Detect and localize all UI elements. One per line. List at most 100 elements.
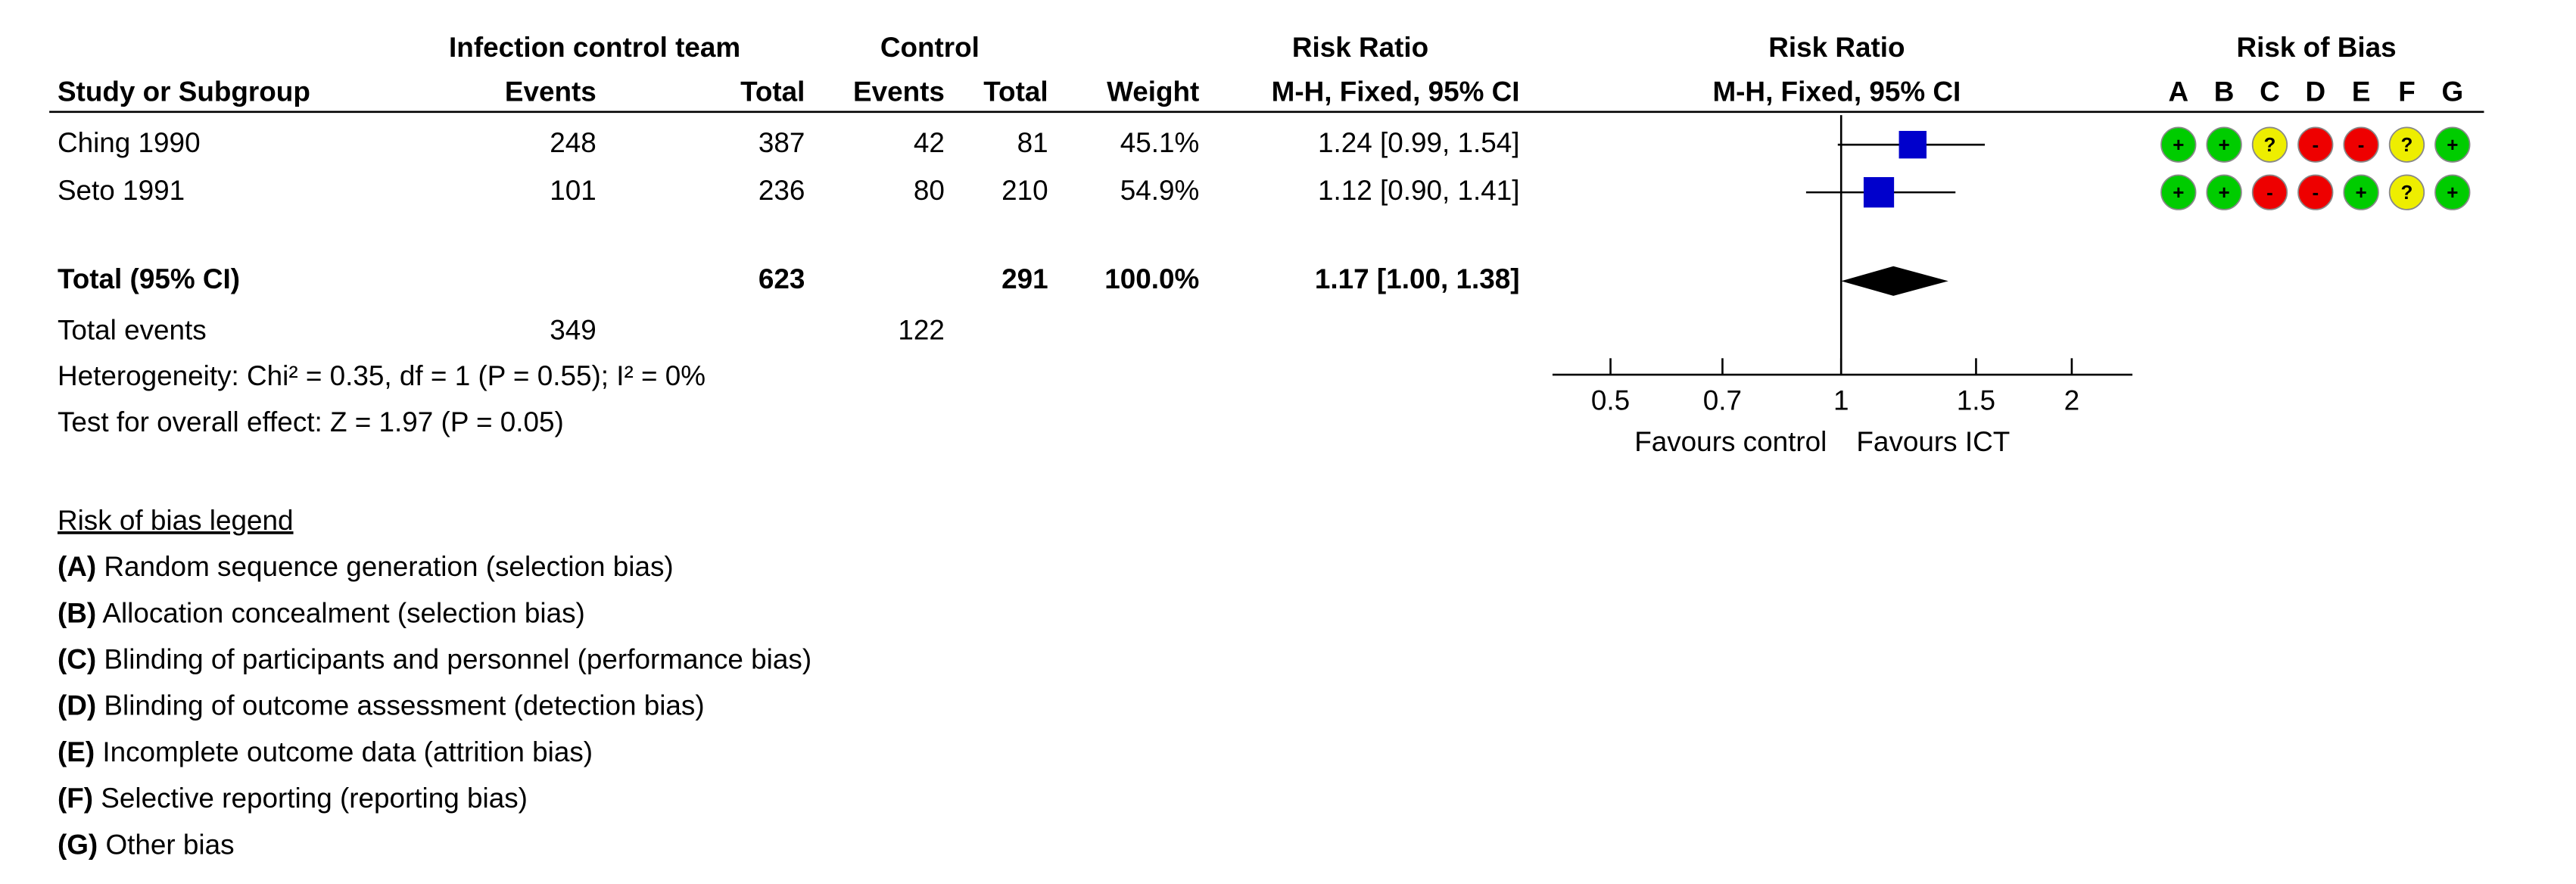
bias-symbol: + bbox=[2447, 133, 2458, 156]
bias-circle bbox=[2434, 126, 2471, 163]
bias-circle bbox=[2434, 174, 2471, 210]
bias-symbol: - bbox=[2266, 181, 2273, 204]
bias-circle bbox=[2160, 126, 2197, 163]
bias-symbol: ? bbox=[2401, 181, 2413, 204]
column-header: M-H, Fixed, 95% CI bbox=[1712, 76, 1961, 107]
legend-key: (A) bbox=[58, 551, 96, 582]
bias-symbol: - bbox=[2312, 133, 2319, 156]
total-2: 291 bbox=[1001, 263, 1048, 294]
column-header: Events bbox=[505, 76, 596, 107]
x-tick-label: 0.5 bbox=[1591, 385, 1630, 416]
bias-domain: E bbox=[2352, 76, 2371, 107]
events-1: 248 bbox=[550, 127, 596, 158]
bias-symbol: + bbox=[2447, 181, 2458, 204]
bias-symbol: + bbox=[2219, 133, 2230, 156]
group-header: Control bbox=[880, 32, 980, 63]
bias-circle bbox=[2206, 126, 2242, 163]
total-diamond bbox=[1841, 266, 1948, 296]
events-1: 101 bbox=[550, 175, 596, 206]
column-header: Study or Subgroup bbox=[58, 76, 310, 107]
bias-circle bbox=[2251, 126, 2288, 163]
x-label-right: Favours ICT bbox=[1856, 426, 2010, 457]
legend-text: Allocation concealment (selection bias) bbox=[96, 597, 585, 628]
total-weight: 100.0% bbox=[1104, 263, 1199, 294]
bias-symbol: ? bbox=[2401, 133, 2413, 156]
effect-header: Risk Ratio bbox=[1292, 32, 1428, 63]
overall-effect: Test for overall effect: Z = 1.97 (P = 0… bbox=[58, 406, 564, 437]
bias-symbol: ? bbox=[2264, 133, 2276, 156]
bias-domain: C bbox=[2260, 76, 2280, 107]
legend-key: (D) bbox=[58, 689, 96, 721]
bias-circle bbox=[2388, 126, 2425, 163]
legend-item: (C) Blinding of participants and personn… bbox=[58, 643, 811, 674]
effect-label: 1.12 [0.90, 1.41] bbox=[1318, 175, 1520, 206]
column-header: Total bbox=[740, 76, 805, 107]
group-header: Infection control team bbox=[449, 32, 740, 63]
bias-circle bbox=[2388, 174, 2425, 210]
weight: 45.1% bbox=[1120, 127, 1200, 158]
bias-domain: B bbox=[2214, 76, 2235, 107]
total-events-1: 349 bbox=[550, 314, 596, 345]
bias-symbol: + bbox=[2219, 181, 2230, 204]
total-2: 210 bbox=[1001, 175, 1048, 206]
total-name: Total (95% CI) bbox=[58, 263, 240, 294]
total-1: 387 bbox=[758, 127, 805, 158]
x-tick-label: 0.7 bbox=[1703, 385, 1742, 416]
total-2: 81 bbox=[1017, 127, 1048, 158]
events-2: 42 bbox=[914, 127, 945, 158]
legend-text: Blinding of outcome assessment (detectio… bbox=[96, 689, 704, 721]
bias-circle bbox=[2206, 174, 2242, 210]
legend-text: Selective reporting (reporting bias) bbox=[93, 783, 528, 814]
effect-square bbox=[1899, 130, 1927, 159]
column-header: Total bbox=[983, 76, 1048, 107]
legend-item: (B) Allocation concealment (selection bi… bbox=[58, 597, 585, 628]
legend-item: (D) Blinding of outcome assessment (dete… bbox=[58, 689, 705, 721]
legend-key: (C) bbox=[58, 643, 96, 674]
bias-symbol: - bbox=[2312, 181, 2319, 204]
legend-item: (E) Incomplete outcome data (attrition b… bbox=[58, 736, 593, 767]
bias-domain: G bbox=[2441, 76, 2463, 107]
bias-symbol: - bbox=[2358, 133, 2365, 156]
legend-key: (E) bbox=[58, 736, 95, 767]
legend-item: (A) Random sequence generation (selectio… bbox=[58, 551, 674, 582]
x-tick-label: 1 bbox=[1833, 385, 1849, 416]
legend-title: Risk of bias legend bbox=[58, 505, 294, 536]
legend-key: (B) bbox=[58, 597, 96, 628]
x-tick-label: 1.5 bbox=[1957, 385, 1995, 416]
legend-text: Other bias bbox=[98, 829, 234, 860]
total-1: 236 bbox=[758, 175, 805, 206]
bias-symbol: + bbox=[2173, 133, 2184, 156]
total-events-label: Total events bbox=[58, 314, 207, 345]
column-header: M-H, Fixed, 95% CI bbox=[1272, 76, 1520, 107]
legend-text: Incomplete outcome data (attrition bias) bbox=[95, 736, 593, 767]
bias-circle bbox=[2297, 174, 2334, 210]
legend-item: (G) Other bias bbox=[58, 829, 235, 860]
x-label-left: Favours control bbox=[1634, 426, 1827, 457]
bias-circle bbox=[2343, 174, 2379, 210]
legend-key: (G) bbox=[58, 829, 98, 860]
bias-domain: D bbox=[2305, 76, 2325, 107]
plot-header: Risk Ratio bbox=[1768, 32, 1905, 63]
bias-domain: A bbox=[2168, 76, 2188, 107]
weight: 54.9% bbox=[1120, 175, 1200, 206]
bias-circle bbox=[2297, 126, 2334, 163]
study-name: Seto 1991 bbox=[58, 175, 185, 206]
heterogeneity: Heterogeneity: Chi² = 0.35, df = 1 (P = … bbox=[58, 360, 706, 391]
bias-symbol: + bbox=[2356, 181, 2367, 204]
bias-domain: F bbox=[2398, 76, 2416, 107]
x-tick-label: 2 bbox=[2064, 385, 2080, 416]
bias-circle bbox=[2343, 126, 2379, 163]
column-header: Events bbox=[853, 76, 945, 107]
legend-text: Random sequence generation (selection bi… bbox=[96, 551, 674, 582]
legend-key: (F) bbox=[58, 783, 93, 814]
bias-symbol: + bbox=[2173, 181, 2184, 204]
total-effect-label: 1.17 [1.00, 1.38] bbox=[1315, 263, 1520, 294]
total-events-2: 122 bbox=[898, 314, 945, 345]
effect-label: 1.24 [0.99, 1.54] bbox=[1318, 127, 1520, 158]
events-2: 80 bbox=[914, 175, 945, 206]
legend-item: (F) Selective reporting (reporting bias) bbox=[58, 783, 528, 814]
bias-circle bbox=[2251, 174, 2288, 210]
bias-header: Risk of Bias bbox=[2237, 32, 2397, 63]
